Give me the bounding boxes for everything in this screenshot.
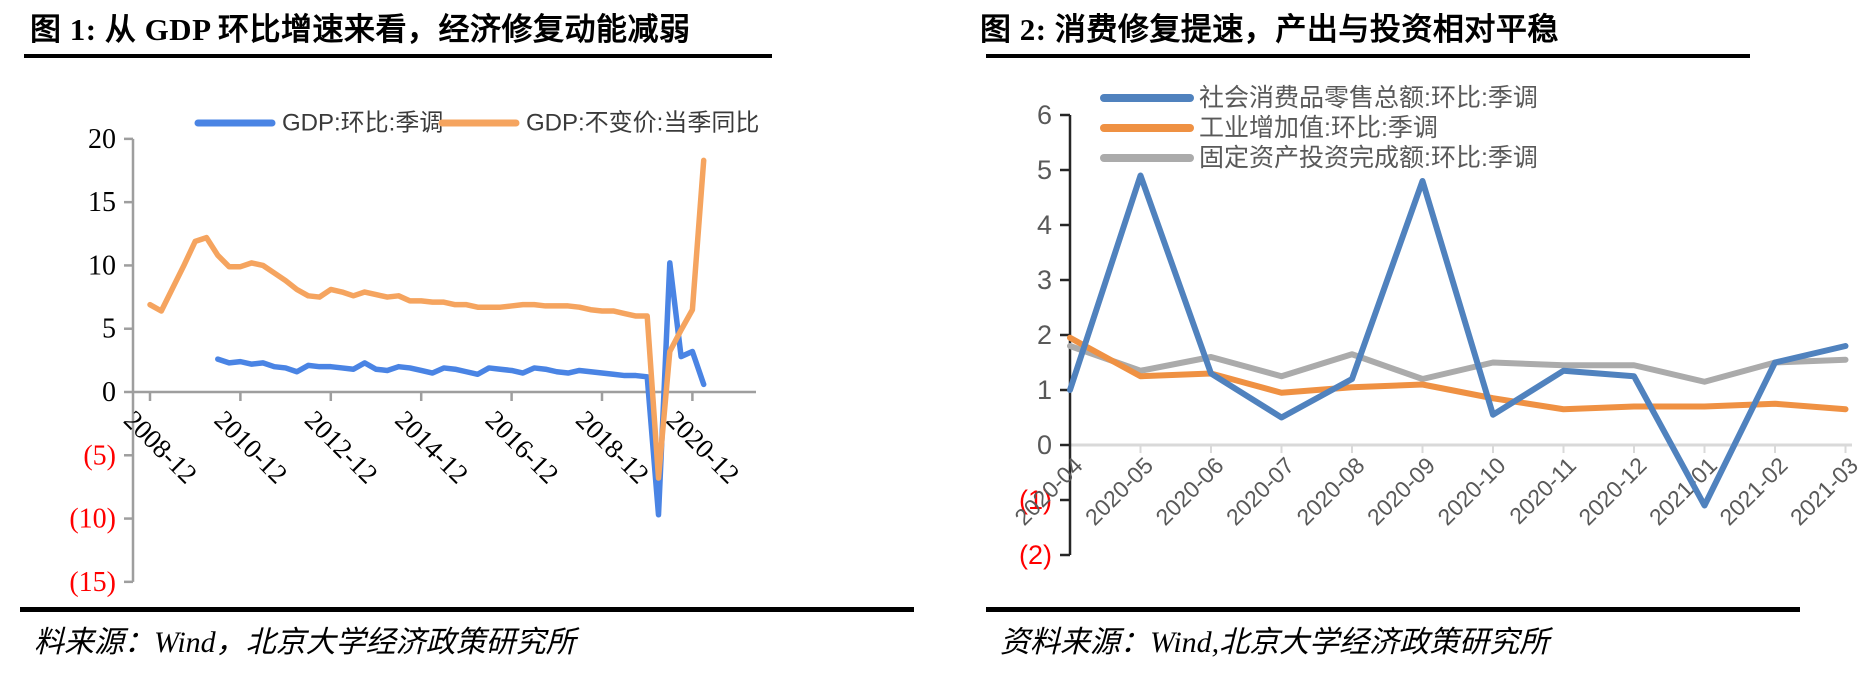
svg-text:5: 5 <box>102 314 116 345</box>
zero-gridline <box>1069 443 1852 453</box>
svg-text:10: 10 <box>88 250 116 281</box>
x-tick-label: 2020-12 <box>1573 452 1651 530</box>
x-tick-label: 2016-12 <box>480 405 565 490</box>
svg-text:0: 0 <box>102 377 116 408</box>
series-line-固定资产投资完成额:环比:季调 <box>1067 343 1849 385</box>
x-tick-label: 2020-09 <box>1362 452 1440 530</box>
x-tick-label: 2020-08 <box>1291 452 1369 530</box>
x-tick-label: 2020-05 <box>1080 452 1158 530</box>
svg-text:2012-12: 2012-12 <box>299 405 384 490</box>
svg-text:2014-12: 2014-12 <box>389 405 474 490</box>
figure1-bottom-rule <box>20 607 914 612</box>
svg-text:2008-12: 2008-12 <box>118 405 203 490</box>
figure1-title: 图 1: 从 GDP 环比增速来看，经济修复动能减弱 <box>30 12 691 47</box>
figure2-source: 资料来源：Wind,北京大学经济政策研究所 <box>1000 626 1550 659</box>
figure2-chart: 6 5 4 3 2 1 0 (1) (2) 2020-042020-052020-062020-0… <box>1009 84 1863 570</box>
svg-text:3: 3 <box>1037 265 1052 295</box>
svg-text:2020-11: 2020-11 <box>1504 452 1581 529</box>
x-tick-label: 2020-10 <box>1432 452 1510 530</box>
x-tick-label: 2020-11 <box>1504 452 1581 529</box>
svg-text:20: 20 <box>88 124 116 155</box>
svg-text:2021-03: 2021-03 <box>1785 452 1863 530</box>
svg-text:2: 2 <box>1037 320 1052 350</box>
svg-text:2016-12: 2016-12 <box>480 405 565 490</box>
svg-text:(1): (1) <box>1019 485 1052 515</box>
svg-text:15: 15 <box>88 187 116 218</box>
series-line-GDP:环比:季调 <box>215 260 707 518</box>
x-tick-label: 2010-12 <box>209 405 294 490</box>
svg-text:1: 1 <box>1037 375 1052 405</box>
svg-text:2018-12: 2018-12 <box>570 405 655 490</box>
svg-text:2020-12: 2020-12 <box>661 405 746 490</box>
svg-text:0: 0 <box>1037 430 1052 460</box>
series-line-工业增加值:环比:季调 <box>1067 334 1849 413</box>
series-line-GDP:不变价:当季同比 <box>147 157 707 481</box>
x-tick-label: 2018-12 <box>570 405 655 490</box>
figure2-title-rule <box>986 54 1750 58</box>
x-tick-label: 2021-03 <box>1785 452 1863 530</box>
x-tick-label: 2012-12 <box>299 405 384 490</box>
figure1-chart: 20 15 10 5 0 (5) (10) (15) 2008-12 2010-12 2012-12… <box>69 110 759 598</box>
figure2-title: 图 2: 消费修复提速，产出与投资相对平稳 <box>980 12 1559 47</box>
x-tick-label: 2008-12 <box>118 405 203 490</box>
svg-text:工业增加值:环比:季调: 工业增加值:环比:季调 <box>1199 114 1438 142</box>
svg-text:2020-05: 2020-05 <box>1080 452 1158 530</box>
svg-text:2020-10: 2020-10 <box>1432 452 1510 530</box>
svg-text:2010-12: 2010-12 <box>209 405 294 490</box>
series-line-社会消费品零售总额:环比:季调 <box>1067 172 1849 509</box>
svg-text:2020-07: 2020-07 <box>1221 452 1299 530</box>
x-tick-label: 2020-12 <box>661 405 746 490</box>
svg-text:2020-09: 2020-09 <box>1362 452 1440 530</box>
svg-text:固定资产投资完成额:环比:季调: 固定资产投资完成额:环比:季调 <box>1199 144 1538 172</box>
svg-text:GDP:环比:季调: GDP:环比:季调 <box>282 110 443 137</box>
y-axis: 20 15 10 5 0 (5) (10) (15) <box>69 124 135 598</box>
svg-text:(15): (15) <box>69 567 116 598</box>
figure1-title-rule <box>24 54 772 58</box>
svg-text:2020-12: 2020-12 <box>1573 452 1651 530</box>
x-tick-label: 2020-07 <box>1221 452 1299 530</box>
svg-text:5: 5 <box>1037 155 1052 185</box>
svg-text:6: 6 <box>1037 100 1052 130</box>
svg-text:2020-08: 2020-08 <box>1291 452 1369 530</box>
x-tick-label: 2014-12 <box>389 405 474 490</box>
legend: GDP:环比:季调 GDP:不变价:当季同比 <box>194 110 759 137</box>
svg-text:4: 4 <box>1037 210 1052 240</box>
svg-text:(10): (10) <box>69 504 116 535</box>
figure2-bottom-rule <box>986 607 1800 612</box>
legend: 社会消费品零售总额:环比:季调工业增加值:环比:季调固定资产投资完成额:环比:季… <box>1100 84 1538 172</box>
svg-text:2020-06: 2020-06 <box>1150 452 1228 530</box>
x-tick-label: 2020-06 <box>1150 452 1228 530</box>
svg-text:社会消费品零售总额:环比:季调: 社会消费品零售总额:环比:季调 <box>1199 84 1538 112</box>
x-axis: 2020-042020-052020-062020-072020-082020-… <box>1009 452 1863 530</box>
svg-text:(5): (5) <box>83 440 116 471</box>
svg-text:(2): (2) <box>1019 540 1052 570</box>
svg-text:GDP:不变价:当季同比: GDP:不变价:当季同比 <box>526 110 759 137</box>
figure1-source: 料来源：Wind，北京大学经济政策研究所 <box>34 626 576 659</box>
